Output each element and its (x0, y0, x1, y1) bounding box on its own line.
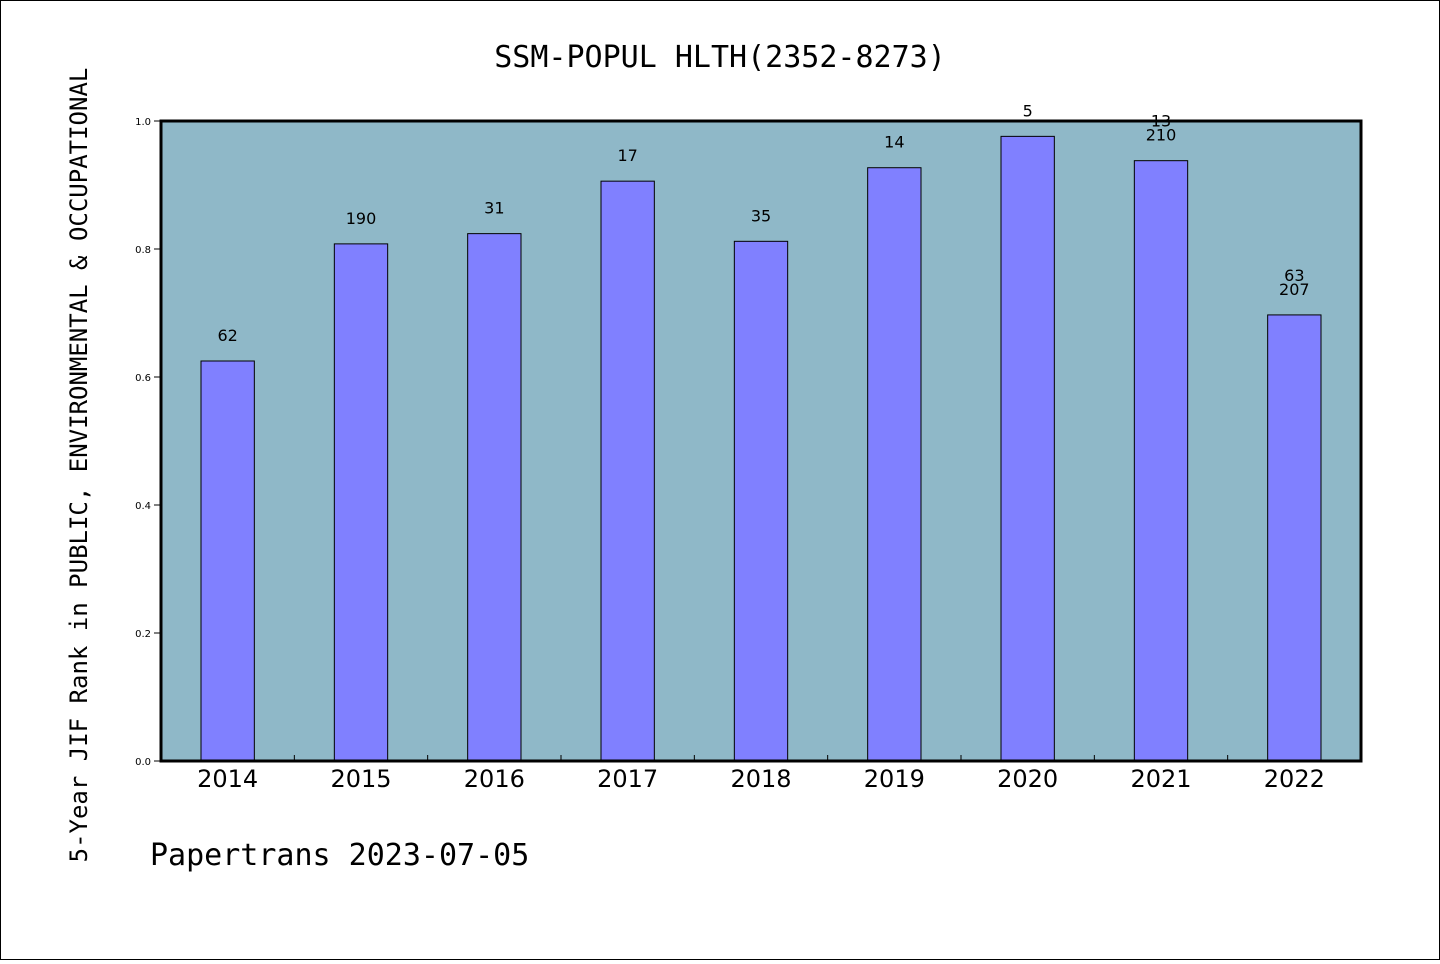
y-tick-label: 0.8 (135, 245, 151, 256)
bars (200, 135, 1322, 762)
bar-2019 (867, 167, 922, 762)
y-tick-label: 0.2 (135, 629, 151, 640)
x-tick-label: 2021 (1130, 765, 1191, 793)
y-tick-label: 0.0 (135, 757, 151, 768)
y-tick-label: 0.6 (135, 373, 151, 384)
chart-title: SSM-POPUL HLTH(2352-8273) (494, 40, 946, 75)
y-axis: 0.0 0.2 0.4 0.6 0.8 1.0 (135, 117, 161, 768)
x-tick-label: 2019 (864, 765, 925, 793)
bar-2015 (333, 243, 389, 762)
data-label-2019: 14 (884, 133, 904, 152)
x-tick-label: 2020 (997, 765, 1058, 793)
bar-2020 (1000, 135, 1055, 762)
x-tick-label: 2014 (197, 765, 258, 793)
x-tick-label: 2015 (330, 765, 391, 793)
bar-2022 (1267, 314, 1322, 762)
y-tick-label: 1.0 (135, 117, 151, 128)
footer-note: Papertrans 2023-07-05 (150, 838, 529, 873)
y-tick-label: 0.4 (135, 501, 151, 512)
x-axis: 2014 2015 2016 2017 2018 2019 2020 2021 2022 (197, 755, 1325, 793)
bar-2017 (600, 180, 655, 762)
x-tick-label: 2017 (597, 765, 658, 793)
x-tick-label: 2022 (1264, 765, 1325, 793)
bar-2014 (200, 360, 255, 762)
bar-2016 (467, 233, 522, 762)
bar-2021 (1133, 160, 1189, 762)
data-label-2022: 207 (1279, 280, 1310, 299)
bar-2018 (733, 240, 789, 762)
y-axis-label: 5-Year JIF Rank in PUBLIC, ENVIRONMENTAL… (65, 68, 93, 863)
data-label-2018: 35 (751, 206, 771, 225)
data-label-2016: 31 (484, 199, 504, 218)
data-label-2017: 17 (617, 146, 637, 165)
data-label-2015: 190 (346, 209, 377, 228)
data-label-2020: 5 (1023, 101, 1033, 120)
data-label-2014: 62 (217, 326, 237, 345)
data-label-2022: 63 (1284, 266, 1304, 285)
data-label-2021: 210 (1146, 126, 1177, 145)
x-tick-label: 2018 (730, 765, 791, 793)
x-tick-label: 2016 (464, 765, 525, 793)
plot-border (159, 119, 1363, 763)
